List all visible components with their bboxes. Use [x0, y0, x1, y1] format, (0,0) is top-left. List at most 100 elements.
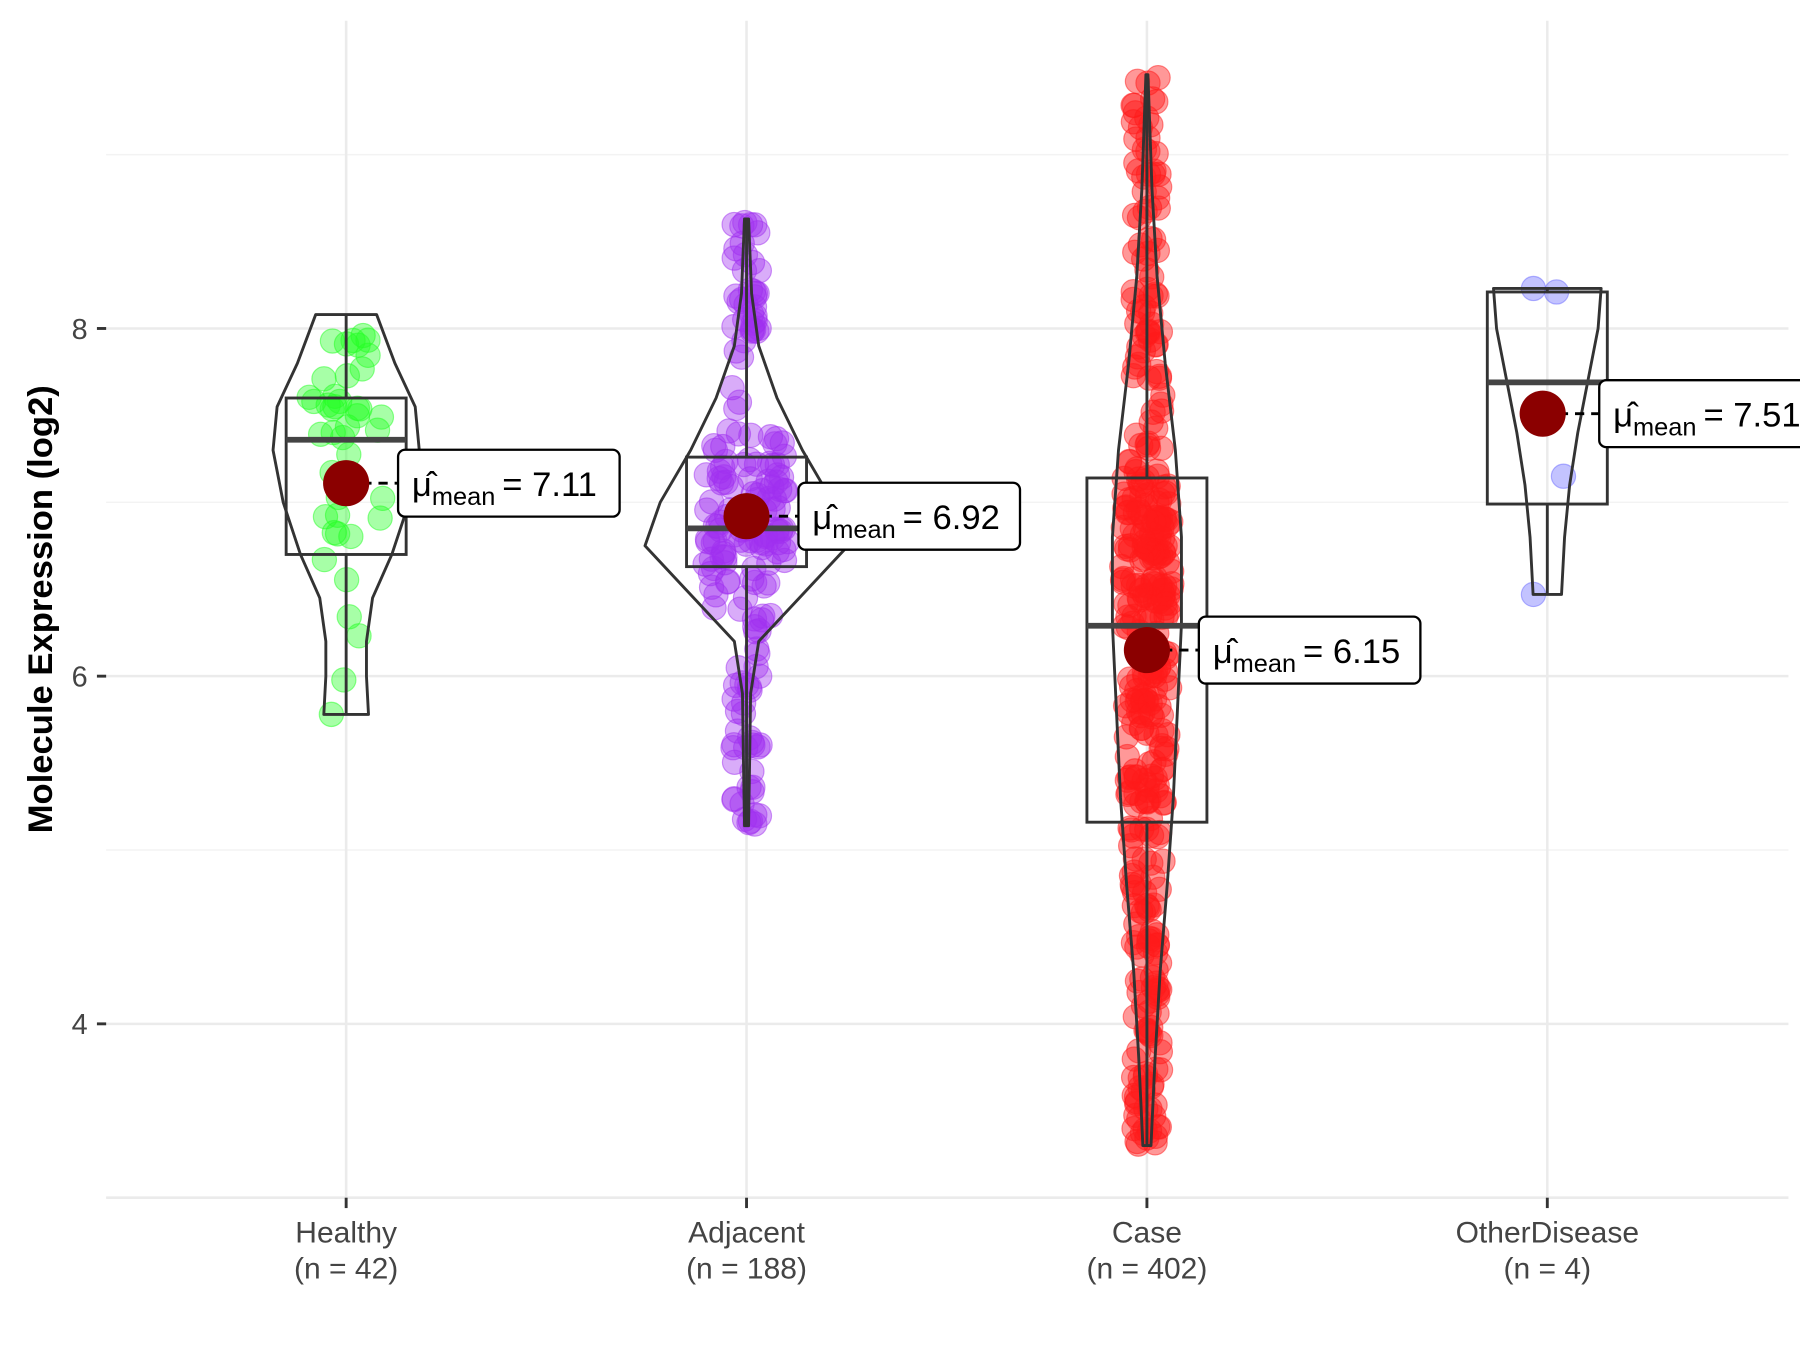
mean-label: μ̂mean = 7.51 — [1613, 396, 1800, 441]
x-tick-label: Healthy — [295, 1217, 397, 1250]
data-point — [344, 403, 371, 429]
data-point — [1124, 344, 1151, 370]
data-point — [1123, 1090, 1150, 1117]
data-point — [731, 328, 757, 354]
mean-label-box — [797, 481, 1022, 551]
mean-point — [323, 460, 370, 507]
data-point — [695, 528, 721, 555]
data-point — [1135, 536, 1162, 563]
mean-label: μ̂mean = 6.92 — [812, 499, 1000, 544]
data-point — [1131, 879, 1158, 906]
data-point — [1149, 514, 1175, 541]
data-point — [369, 485, 396, 512]
data-point — [764, 538, 790, 565]
data-point — [1122, 758, 1148, 784]
mean-label-box — [1197, 615, 1422, 685]
data-point — [1135, 435, 1162, 461]
data-point — [1128, 473, 1155, 499]
data-point — [701, 595, 727, 621]
data-point — [723, 395, 749, 422]
data-point — [1135, 161, 1162, 187]
data-point — [1142, 1092, 1168, 1118]
plot-marks: μ̂mean = 7.11 μ̂mean = 6.92 μ̂mean = 6.15 μ̂me… — [271, 64, 1800, 1157]
x-tick-count: (n = 402) — [1086, 1252, 1207, 1285]
x-tick-label: Adjacent — [688, 1217, 805, 1250]
group-case: μ̂mean = 6.15 — [1085, 64, 1422, 1157]
data-point — [1143, 722, 1169, 748]
data-point — [1112, 495, 1138, 521]
data-point — [1136, 194, 1163, 221]
data-point — [1136, 897, 1162, 923]
y-tick-label: 8 — [72, 314, 88, 346]
group-otherdisease: μ̂mean = 7.51 — [1485, 275, 1800, 608]
mean-label: μ̂mean = 6.15 — [1213, 633, 1401, 678]
data-point — [759, 452, 786, 478]
data-point — [349, 356, 375, 382]
data-point — [1153, 506, 1180, 533]
mean-label: μ̂mean = 7.11 — [412, 466, 597, 511]
mean-label-box — [1598, 379, 1800, 449]
data-point — [1144, 824, 1171, 850]
data-point — [1136, 365, 1162, 391]
data-point — [1138, 300, 1164, 326]
data-point — [716, 418, 742, 444]
data-point — [1124, 968, 1151, 994]
mean-point — [723, 493, 770, 540]
x-tick-count: (n = 4) — [1504, 1252, 1592, 1285]
x-tick-count: (n = 188) — [686, 1252, 807, 1285]
data-point — [1119, 871, 1145, 898]
data-point — [350, 322, 376, 349]
data-point — [706, 465, 732, 492]
data-point — [334, 414, 361, 440]
data-point — [1131, 528, 1158, 555]
data-point — [1125, 351, 1152, 378]
data-point — [698, 574, 725, 600]
data-point — [1131, 178, 1157, 205]
data-point — [1138, 701, 1164, 728]
x-tick-label: Case — [1112, 1217, 1182, 1250]
y-axis-title: Molecule Expression (log2) — [22, 385, 60, 833]
data-point — [725, 421, 752, 447]
data-point — [355, 342, 381, 369]
data-point — [1126, 334, 1152, 360]
data-point — [1130, 299, 1156, 325]
data-point — [1134, 789, 1161, 815]
data-point — [324, 521, 351, 547]
data-point — [1118, 817, 1145, 843]
data-point — [757, 424, 784, 450]
data-point — [741, 569, 768, 596]
mean-point — [1519, 390, 1566, 437]
data-point — [1153, 480, 1179, 506]
data-point — [1141, 749, 1167, 775]
data-point — [762, 431, 788, 457]
group-healthy: μ̂mean = 7.11 — [271, 313, 621, 728]
data-point — [311, 546, 338, 573]
data-point — [367, 505, 393, 531]
data-point — [1137, 690, 1163, 716]
data-point — [1130, 246, 1157, 272]
data-point — [331, 667, 357, 693]
mean-point — [1123, 627, 1170, 674]
data-point — [1144, 932, 1171, 958]
x-tick-label: OtherDisease — [1456, 1217, 1639, 1250]
mean-label-box — [396, 448, 621, 518]
data-point — [311, 366, 337, 392]
data-point — [338, 523, 364, 550]
data-point — [1154, 736, 1180, 762]
data-point — [1143, 415, 1169, 441]
x-tick-count: (n = 42) — [294, 1252, 398, 1285]
data-point — [1128, 577, 1154, 604]
data-point — [1148, 398, 1175, 424]
data-point — [769, 430, 795, 456]
data-point — [750, 603, 776, 629]
data-point — [1122, 846, 1149, 872]
data-point — [1152, 595, 1179, 621]
y-tick-label: 4 — [72, 1009, 88, 1041]
data-point — [713, 469, 739, 495]
data-point — [1149, 578, 1175, 604]
data-point — [1131, 846, 1157, 872]
data-point — [1134, 507, 1160, 534]
data-point — [772, 477, 799, 504]
